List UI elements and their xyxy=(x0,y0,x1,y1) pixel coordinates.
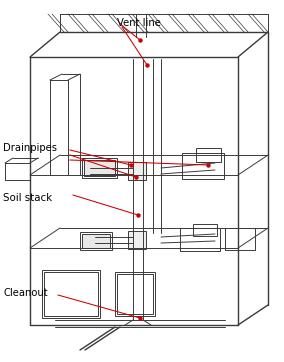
Bar xyxy=(225,228,255,250)
Bar xyxy=(42,270,100,318)
Text: Cleanout: Cleanout xyxy=(3,288,48,298)
Bar xyxy=(117,274,153,314)
Text: Drainpipes: Drainpipes xyxy=(3,143,57,153)
Bar xyxy=(196,148,221,162)
Text: Soil stack: Soil stack xyxy=(3,193,52,203)
Text: Vent line: Vent line xyxy=(117,18,161,28)
Bar xyxy=(80,232,112,250)
Bar xyxy=(182,153,224,179)
Bar xyxy=(128,231,146,249)
Bar xyxy=(193,224,217,236)
Bar xyxy=(115,272,155,316)
Bar xyxy=(180,228,220,251)
Bar xyxy=(82,234,110,248)
Bar xyxy=(82,158,117,178)
Bar xyxy=(84,160,115,176)
Bar xyxy=(128,162,146,180)
Bar xyxy=(44,272,98,316)
